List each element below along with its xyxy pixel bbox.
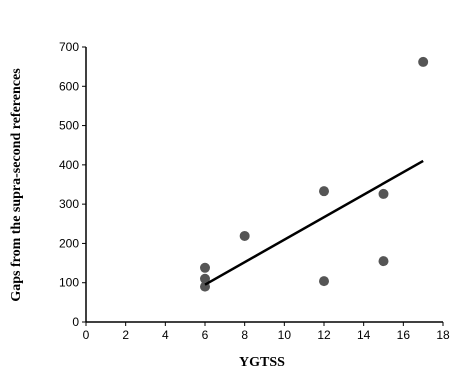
point bbox=[378, 188, 389, 199]
x-tick-label: 16 bbox=[397, 328, 411, 342]
y-axis-title: Gaps from the supra-second references bbox=[9, 68, 24, 302]
y-tick-label: 400 bbox=[59, 158, 79, 172]
x-tick-label: 8 bbox=[241, 328, 248, 342]
point bbox=[418, 56, 429, 67]
y-tick-label: 300 bbox=[59, 197, 79, 211]
point bbox=[319, 186, 329, 197]
point bbox=[200, 262, 210, 273]
x-tick-label: 12 bbox=[317, 328, 331, 342]
y-tick-label: 100 bbox=[59, 276, 79, 290]
y-tick-label: 700 bbox=[59, 40, 79, 54]
trend-line bbox=[204, 159, 424, 286]
point bbox=[200, 273, 210, 284]
point bbox=[239, 230, 250, 241]
y-tick-label: 0 bbox=[72, 315, 79, 329]
x-tick-label: 6 bbox=[202, 328, 209, 342]
x-tick-label: 14 bbox=[357, 328, 371, 342]
x-tick-label: 18 bbox=[436, 328, 450, 342]
x-axis-title: YGTSS bbox=[239, 355, 285, 370]
x-tick-label: 2 bbox=[122, 328, 129, 342]
y-tick-label: 500 bbox=[59, 119, 79, 133]
y-tick-label: 600 bbox=[59, 79, 79, 93]
x-tick-label: 0 bbox=[83, 328, 90, 342]
x-tick-label: 10 bbox=[278, 328, 292, 342]
point bbox=[319, 276, 329, 287]
x-tick-label: 4 bbox=[162, 328, 169, 342]
y-tick-label: 200 bbox=[59, 236, 79, 250]
point bbox=[378, 256, 389, 267]
